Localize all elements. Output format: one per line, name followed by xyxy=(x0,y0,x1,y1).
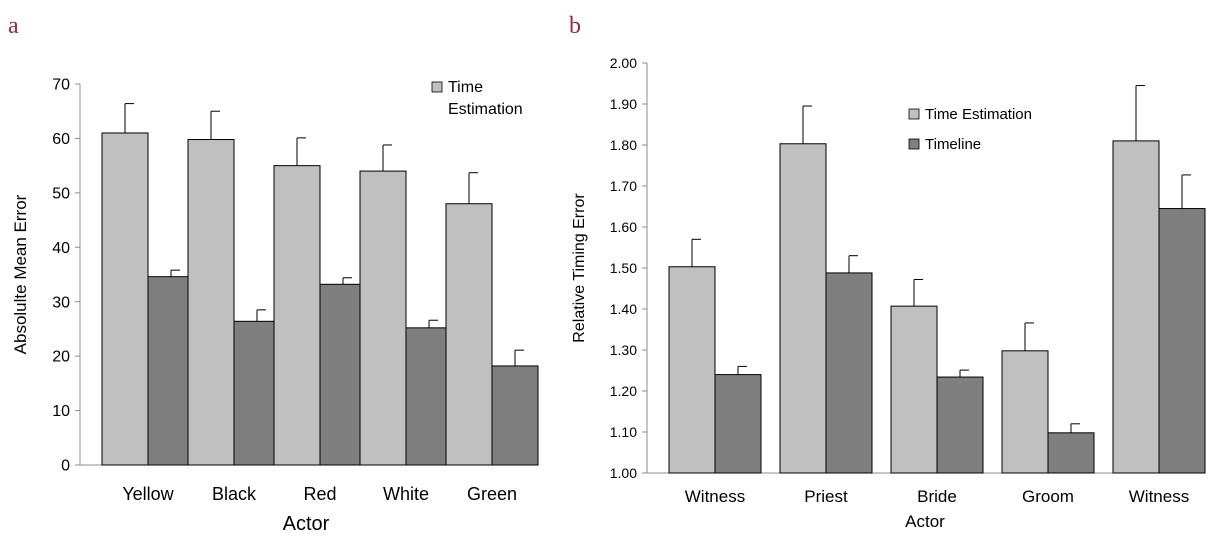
bar xyxy=(405,327,453,466)
x-tick-label: Red xyxy=(303,484,336,504)
x-axis-title: Actor xyxy=(283,513,330,535)
legend-label: Time xyxy=(448,79,483,96)
bar xyxy=(1001,350,1049,474)
legend-swatch xyxy=(908,138,920,150)
y-tick-label: 20 xyxy=(52,349,70,366)
bar xyxy=(187,139,235,466)
x-tick-label: Bride xyxy=(917,487,957,506)
bar xyxy=(147,276,195,466)
y-tick-label: 1.10 xyxy=(610,424,637,440)
bar xyxy=(668,266,716,474)
y-tick-label: 1.80 xyxy=(610,137,637,153)
y-tick-label: 1.70 xyxy=(610,178,637,194)
legend-label: Estimation xyxy=(448,101,523,118)
y-tick-label: 1.20 xyxy=(610,383,637,399)
y-tick-label: 1.90 xyxy=(610,96,637,112)
y-axis-title: Absolulte Mean Error xyxy=(11,194,30,354)
y-tick-label: 50 xyxy=(52,185,70,202)
bar xyxy=(233,320,281,466)
bar xyxy=(1158,208,1206,474)
bar xyxy=(101,132,149,466)
x-tick-label: Groom xyxy=(1022,487,1074,506)
bar xyxy=(273,165,321,466)
bar xyxy=(890,305,938,474)
bar xyxy=(1112,140,1160,474)
x-tick-label: Yellow xyxy=(122,484,174,504)
bar xyxy=(825,272,873,474)
y-tick-label: 30 xyxy=(52,294,70,311)
y-tick-label: 40 xyxy=(52,240,70,257)
bar xyxy=(491,365,539,466)
panel-label: a xyxy=(8,13,19,39)
x-tick-label: Green xyxy=(467,484,517,504)
y-axis-title: Relative Timing Error xyxy=(571,193,588,343)
y-tick-label: 1.60 xyxy=(610,219,637,235)
y-tick-label: 70 xyxy=(52,77,70,94)
panel-label: b xyxy=(569,13,581,39)
x-tick-label: White xyxy=(383,484,429,504)
x-tick-label: Black xyxy=(212,484,257,504)
x-tick-label: Witness xyxy=(1129,487,1189,506)
legend-swatch xyxy=(431,81,443,93)
bar xyxy=(359,170,407,466)
y-tick-label: 1.40 xyxy=(610,301,637,317)
legend-label: Timeline xyxy=(925,136,981,153)
y-tick-label: 2.00 xyxy=(610,55,637,71)
legend-label: Time Estimation xyxy=(925,106,1032,123)
bar xyxy=(936,376,984,474)
y-tick-label: 1.30 xyxy=(610,342,637,358)
legend-swatch xyxy=(908,108,920,120)
chart-panel-a: a 0 10 20 30 40 50 60 70 Yellow Black Red White Green… xyxy=(8,13,539,535)
y-tick-label: 1.50 xyxy=(610,260,637,276)
bar xyxy=(319,283,367,466)
bar xyxy=(1047,432,1095,474)
chart-panel-b: b 1.00 1.10 1.20 1.30 1.40 1.50 1.60 1.70 1.80 1.9… xyxy=(569,13,1206,531)
bar xyxy=(445,203,493,466)
x-axis-title: Actor xyxy=(905,512,945,531)
y-tick-label: 1.00 xyxy=(610,465,637,481)
x-tick-label: Witness xyxy=(685,487,745,506)
y-tick-label: 60 xyxy=(52,131,70,148)
y-tick-label: 0 xyxy=(61,458,70,475)
x-tick-label: Priest xyxy=(804,487,848,506)
bar xyxy=(714,374,762,474)
y-tick-label: 10 xyxy=(52,403,70,420)
bar xyxy=(779,143,827,474)
